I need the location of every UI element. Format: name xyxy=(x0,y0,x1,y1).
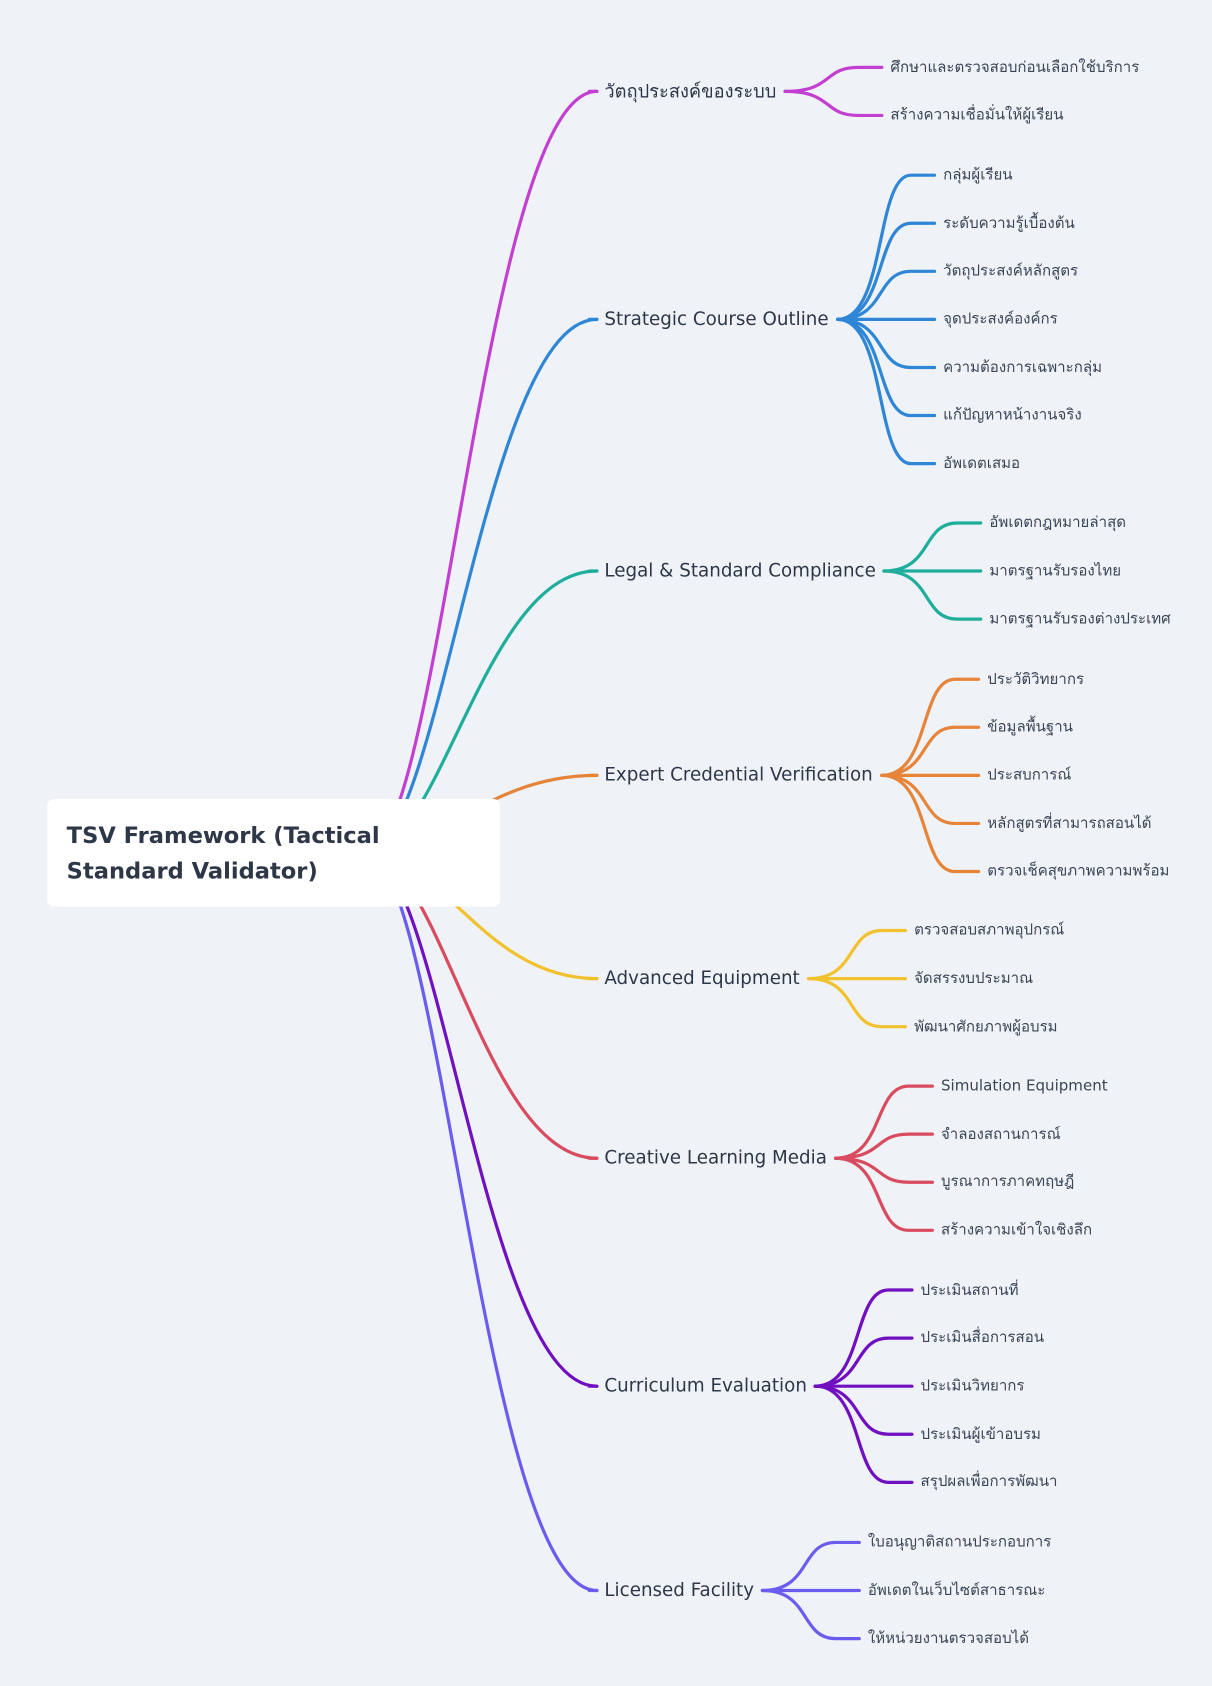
branch-node[interactable]: Strategic Course Outline xyxy=(604,308,829,331)
branch-node[interactable]: Curriculum Evaluation xyxy=(604,1375,807,1397)
leaf-node[interactable]: จำลองสถานการณ์ xyxy=(940,1125,1061,1143)
leaf-node[interactable]: ประเมินวิทยากร xyxy=(920,1377,1025,1395)
leaf-node[interactable]: ประเมินสถานที่ xyxy=(920,1281,1019,1299)
leaf-node[interactable]: หลักสูตรที่สามารถสอนได้ xyxy=(987,814,1152,833)
branch-leaf-link xyxy=(807,977,908,1029)
leaf-node[interactable]: ใบอนุญาติสถานประกอบการ xyxy=(867,1533,1052,1552)
leaf-node[interactable]: อัพเดตในเว็บไซต์สาธารณะ xyxy=(867,1581,1046,1600)
branch-leaf-link xyxy=(813,1336,914,1388)
leaf-node[interactable]: จุดประสงค์องค์กร xyxy=(943,310,1058,328)
branch-leaf-link xyxy=(882,569,983,621)
branch-node[interactable]: Expert Credential Verification xyxy=(604,764,873,787)
branch-node[interactable]: Advanced Equipment xyxy=(604,967,800,990)
leaf-node[interactable]: สร้างความเชื่อมั่นให้ผู้เรียน xyxy=(890,106,1064,125)
leaf-node[interactable]: ตรวจสอบสภาพอุปกรณ์ xyxy=(914,921,1065,940)
leaf-node[interactable]: สรุปผลเพื่อการพัฒนา xyxy=(920,1473,1058,1491)
root-branch-link xyxy=(364,89,599,855)
branch-node[interactable]: วัตถุประสงค์ของระบบ xyxy=(604,81,777,103)
branch-leaf-link xyxy=(880,773,981,826)
root-branch-link xyxy=(364,851,599,1388)
branch-leaf-link xyxy=(880,725,981,777)
leaf-node[interactable]: บูรณาการภาคทฤษฎี xyxy=(940,1173,1075,1191)
branch-leaf-link xyxy=(833,1132,934,1160)
branch-leaf-link xyxy=(813,1384,914,1484)
branch-leaf-link xyxy=(836,173,937,322)
leaf-node[interactable]: ศึกษาและตรวจสอบก่อนเลือกใช้บริการ xyxy=(890,58,1140,76)
root-title: TSV Framework (Tactical Standard Validat… xyxy=(66,822,380,884)
leaf-node[interactable]: ข้อมูลพื้นฐาน xyxy=(987,718,1073,736)
leaf-node[interactable]: จัดสรรงบประมาณ xyxy=(914,970,1034,988)
branch-leaf-link xyxy=(813,1288,914,1388)
root-node[interactable]: TSV Framework (Tactical Standard Validat… xyxy=(47,799,501,907)
branch-node[interactable]: Licensed Facility xyxy=(604,1579,755,1602)
leaf-node[interactable]: สร้างความเข้าใจเชิงลึก xyxy=(940,1221,1093,1239)
branch-node[interactable]: Creative Learning Media xyxy=(604,1147,827,1169)
leaf-node[interactable]: กลุ่มผู้เรียน xyxy=(943,166,1013,184)
branch-leaf-link xyxy=(783,89,884,118)
leaf-node[interactable]: ความต้องการเฉพาะกลุ่ม xyxy=(943,358,1102,377)
branch-leaf-link xyxy=(880,773,981,874)
branch-leaf-link xyxy=(836,317,937,466)
branch-leaf-link xyxy=(760,1540,861,1593)
root-branch-link xyxy=(364,851,599,1593)
leaf-node[interactable]: ระดับความรู้เบื้องต้น xyxy=(943,214,1075,232)
branch-leaf-link xyxy=(833,1084,934,1160)
leaf-node[interactable]: อัพเดตเสมอ xyxy=(943,454,1021,473)
leaf-node[interactable]: แก้ปัญหาหน้างานจริง xyxy=(943,406,1082,425)
leaf-node[interactable]: ประสบการณ์ xyxy=(987,766,1072,784)
branch-leaf-link xyxy=(760,1588,861,1641)
branch-leaf-link xyxy=(813,1384,914,1436)
branch-leaf-link xyxy=(833,1156,934,1232)
branch-leaf-link xyxy=(783,65,884,94)
branch-leaf-link xyxy=(836,269,937,322)
leaf-node[interactable]: พัฒนาศักยภาพผู้อบรม xyxy=(914,1018,1058,1036)
branch-leaf-link xyxy=(880,677,981,777)
leaf-node[interactable]: วัตถุประสงค์หลักสูตร xyxy=(943,262,1079,280)
branch-leaf-link xyxy=(882,521,983,573)
leaf-node[interactable]: อัพเดตกฎหมายล่าสุด xyxy=(989,514,1127,532)
leaf-node[interactable]: Simulation Equipment xyxy=(940,1077,1108,1095)
leaf-node[interactable]: ให้หน่วยงานตรวจสอบได้ xyxy=(867,1629,1029,1648)
leaf-node[interactable]: มาตรฐานรับรองต่างประเทศ xyxy=(989,610,1171,628)
branch-leaf-link xyxy=(836,221,937,322)
branch-leaf-link xyxy=(807,928,908,981)
leaf-node[interactable]: มาตรฐานรับรองไทย xyxy=(989,562,1122,580)
leaf-node[interactable]: ประเมินสื่อการสอน xyxy=(920,1329,1045,1347)
leaf-node[interactable]: ประวัติวิทยากร xyxy=(987,670,1085,688)
leaf-node[interactable]: ประเมินผู้เข้าอบรม xyxy=(920,1425,1041,1443)
leaf-node[interactable]: ตรวจเช็คสุขภาพความพร้อม xyxy=(987,862,1170,881)
branch-leaf-link xyxy=(833,1156,934,1184)
branch-node[interactable]: Legal & Standard Compliance xyxy=(604,560,876,582)
